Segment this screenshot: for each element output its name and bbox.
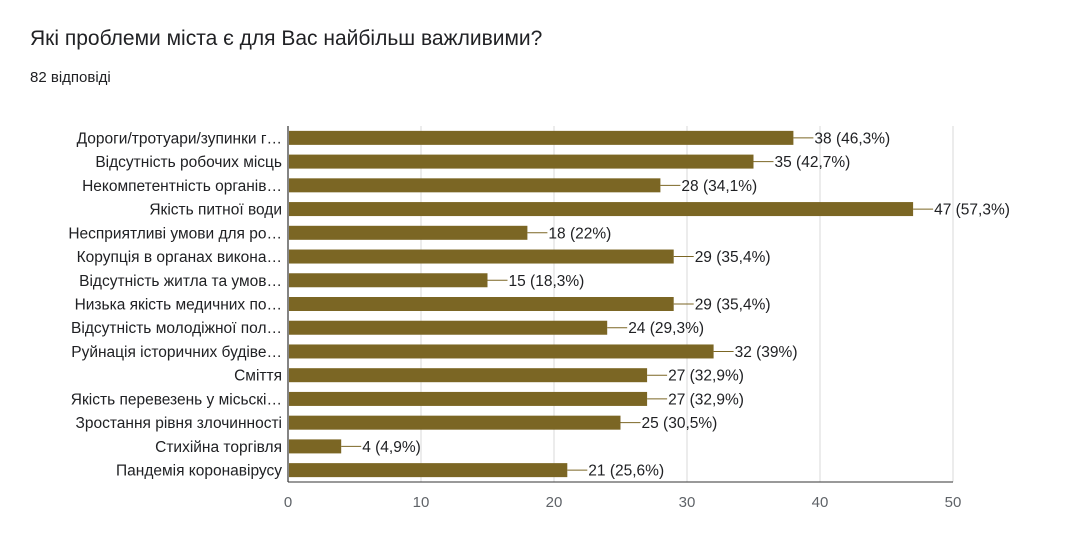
value-label: 24 (29,3%): [628, 320, 704, 337]
x-tick-label: 10: [413, 494, 430, 511]
bar: [289, 154, 754, 169]
bar: [289, 178, 661, 193]
category-label: Сміття: [234, 368, 282, 385]
category-label: Корупція в органах викона…: [77, 249, 282, 266]
x-tick-label: 40: [812, 494, 829, 511]
category-label: Пандемія коронавірусу: [116, 463, 282, 480]
bar: [289, 202, 914, 217]
bar: [289, 320, 608, 335]
value-label: 27 (32,9%): [668, 368, 744, 385]
bar: [289, 297, 674, 311]
value-label: 25 (30,5%): [642, 415, 718, 432]
bar: [289, 249, 674, 264]
value-label: 32 (39%): [735, 344, 798, 361]
category-label: Відсутність молодіжної пол…: [71, 320, 282, 337]
bar: [289, 130, 794, 145]
category-label: Стихійна торгівля: [155, 439, 282, 456]
category-label: Відсутність робочих місць: [95, 154, 282, 171]
bar: [289, 439, 342, 454]
bar: [289, 391, 648, 406]
category-label: Якість питної води: [149, 202, 282, 219]
bar: [289, 225, 528, 240]
x-tick-label: 0: [284, 494, 292, 511]
value-label: 29 (35,4%): [695, 297, 771, 314]
question-title: Які проблеми міста є для Вас найбільш ва…: [30, 27, 543, 50]
bar: [289, 368, 648, 383]
x-tick-label: 50: [945, 494, 962, 511]
bar: [289, 463, 568, 478]
category-label: Низька якість медичних по…: [75, 297, 282, 314]
value-label: 29 (35,4%): [695, 249, 771, 266]
value-label: 47 (57,3%): [934, 202, 1010, 219]
category-label: Дороги/тротуари/зупинки г…: [77, 130, 282, 147]
category-label: Несприятливі умови для ро…: [68, 225, 282, 242]
bar: [289, 415, 621, 430]
response-count: 82 відповіді: [30, 69, 111, 86]
bar: [289, 273, 488, 288]
value-label: 21 (25,6%): [588, 463, 664, 480]
category-label: Руйнація історичних будіве…: [71, 344, 282, 361]
x-tick-label: 30: [679, 494, 696, 511]
value-label: 28 (34,1%): [681, 178, 757, 195]
bar: [289, 344, 714, 359]
value-label: 4 (4,9%): [362, 439, 421, 456]
value-label: 15 (18,3%): [509, 273, 585, 290]
value-label: 18 (22%): [548, 225, 611, 242]
value-label: 38 (46,3%): [814, 130, 890, 147]
category-label: Зростання рівня злочинності: [76, 415, 282, 432]
x-tick-label: 20: [546, 494, 563, 511]
category-label: Якість перевезень у місьскі…: [71, 391, 282, 408]
value-label: 27 (32,9%): [668, 391, 744, 408]
category-label: Відсутність житла та умов…: [79, 273, 282, 290]
value-label: 35 (42,7%): [775, 154, 851, 171]
category-label: Некомпетентність органів…: [82, 178, 282, 195]
